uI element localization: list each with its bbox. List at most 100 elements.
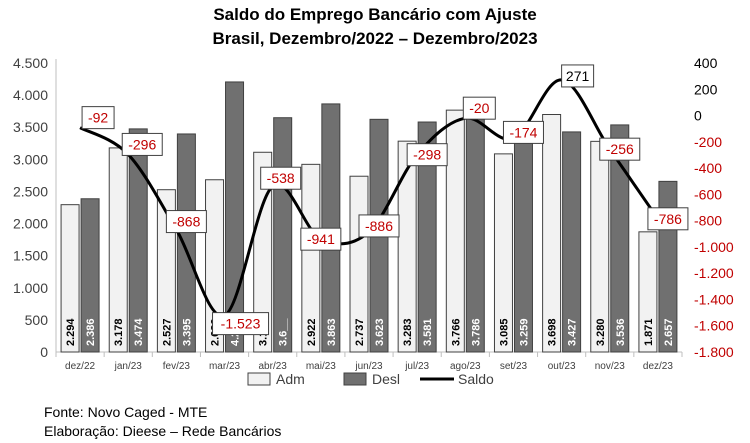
saldo-label-box	[561, 64, 595, 88]
y-left-tick-label: 2.000	[13, 216, 48, 232]
y-right-tick-label: 200	[694, 81, 718, 97]
saldo-label-box	[81, 106, 115, 130]
legend-label-saldo: Saldo	[458, 371, 494, 387]
y-right-tick-label: -1.200	[694, 265, 734, 281]
y-right-tick-label: -400	[694, 160, 722, 176]
saldo-label-box	[165, 210, 207, 234]
x-tick-label: jun/23	[354, 361, 383, 372]
bar-desl	[273, 117, 293, 353]
bar-desl	[417, 121, 437, 353]
y-left-tick-label: 500	[25, 312, 49, 328]
source-note: Fonte: Novo Caged - MTE	[44, 404, 208, 420]
bar-adm	[638, 231, 658, 353]
bar-adm	[493, 153, 513, 353]
legend-label-adm: Adm	[276, 371, 305, 387]
bar-desl	[610, 124, 630, 353]
y-left-tick-label: 1.500	[13, 248, 48, 264]
x-tick-label: fev/23	[163, 361, 191, 372]
bar-adm	[542, 114, 562, 353]
y-left-tick-label: 2.500	[13, 183, 48, 199]
y-right-tick-label: -800	[694, 213, 722, 229]
saldo-data-label: -941	[307, 231, 335, 247]
bar-adm-label: 2.922	[306, 318, 318, 346]
saldo-data-label: -256	[606, 141, 634, 157]
y-right-tick-label: 400	[694, 55, 718, 71]
saldo-data-label: -296	[128, 136, 156, 152]
credit-note: Elaboração: Dieese – Rede Bancários	[44, 423, 282, 439]
bar-desl	[176, 133, 196, 353]
y-right-tick-label: -200	[694, 134, 722, 150]
saldo-label-box	[358, 214, 400, 238]
bar-desl-label: 3.474	[133, 318, 145, 346]
legend-label-desl: Desl	[372, 371, 400, 387]
y-left-tick-label: 0	[40, 344, 48, 360]
y-right-tick-label: -1.600	[694, 318, 734, 334]
bar-desl-label: 3.6__	[278, 318, 290, 346]
bar-desl-label: 3.581	[422, 318, 434, 346]
chart-subtitle: Brasil, Dezembro/2022 – Dezembro/2023	[212, 29, 538, 48]
x-tick-label: jan/23	[114, 361, 143, 372]
saldo-data-label: 271	[566, 68, 590, 84]
y-left-tick-label: 1.000	[13, 280, 48, 296]
x-tick-label: mai/23	[306, 361, 336, 372]
y-right-tick-label: -1.400	[694, 291, 734, 307]
bar-adm-label: 3.766	[450, 318, 462, 346]
saldo-data-label: -1.523	[221, 316, 261, 332]
saldo-label-box	[502, 120, 544, 144]
bar-adm-label: 2.294	[65, 318, 77, 346]
bar-adm	[108, 147, 128, 353]
bar-adm-label: 2.527	[161, 318, 173, 346]
x-tick-label: abr/23	[259, 361, 288, 372]
saldo-label-box	[212, 312, 270, 336]
bar-desl-label: 2.657	[663, 318, 675, 346]
bar-adm-label: 3.280	[595, 318, 607, 346]
bar-adm	[445, 109, 465, 353]
bar-adm-label: 1.871	[643, 318, 655, 346]
saldo-data-label: -20	[469, 100, 489, 116]
bar-adm	[205, 179, 225, 353]
bar-adm	[60, 204, 80, 353]
saldo-label-box	[647, 207, 689, 231]
x-tick-label: ago/23	[450, 361, 481, 372]
saldo-data-label: -886	[365, 218, 393, 234]
bar-desl	[80, 198, 100, 353]
saldo-data-label: -174	[509, 124, 537, 140]
chart-title: Saldo do Emprego Bancário com Ajuste	[213, 5, 537, 24]
y-right-tick-label: -1.000	[694, 239, 734, 255]
legend-swatch-adm	[247, 372, 271, 386]
x-tick-label: mar/23	[209, 361, 241, 372]
bar-adm	[397, 140, 417, 353]
x-tick-label: set/23	[500, 361, 528, 372]
saldo-data-label: -868	[172, 214, 200, 230]
saldo-label-box	[300, 227, 342, 251]
x-tick-label: jul/23	[404, 361, 429, 372]
bar-adm	[253, 151, 273, 353]
bar-adm-label: 2.737	[354, 318, 366, 346]
bar-adm-label: 3.178	[113, 318, 125, 346]
saldo-data-label: -786	[654, 211, 682, 227]
y-left-tick-label: 4.500	[13, 55, 48, 71]
bar-desl-label: 3.536	[615, 318, 627, 346]
bar-desl-label: 3.786	[470, 318, 482, 346]
legend-swatch-desl	[343, 372, 367, 386]
bar-desl-label: 3.427	[567, 318, 579, 346]
y-left-tick-label: 3.500	[13, 119, 48, 135]
saldo-data-label: -538	[267, 170, 295, 186]
bar-desl	[562, 131, 582, 353]
saldo-label-box	[260, 166, 302, 190]
bar-desl-label: 3.623	[374, 318, 386, 346]
bar-desl-label: 2.386	[85, 318, 97, 346]
saldo-label-box	[462, 96, 496, 120]
bar-desl-label: 3.395	[181, 318, 193, 346]
y-right-tick-label: 0	[694, 108, 702, 124]
x-tick-label: dez/23	[643, 361, 673, 372]
bar-desl-label: 3.259	[518, 318, 530, 346]
y-right-tick-label: -600	[694, 186, 722, 202]
x-tick-label: nov/23	[595, 361, 625, 372]
bar-adm-label: 3.085	[498, 318, 510, 346]
bar-desl	[465, 108, 485, 353]
saldo-label-box	[599, 137, 641, 161]
bar-adm	[301, 163, 321, 353]
x-tick-label: dez/22	[65, 361, 95, 372]
